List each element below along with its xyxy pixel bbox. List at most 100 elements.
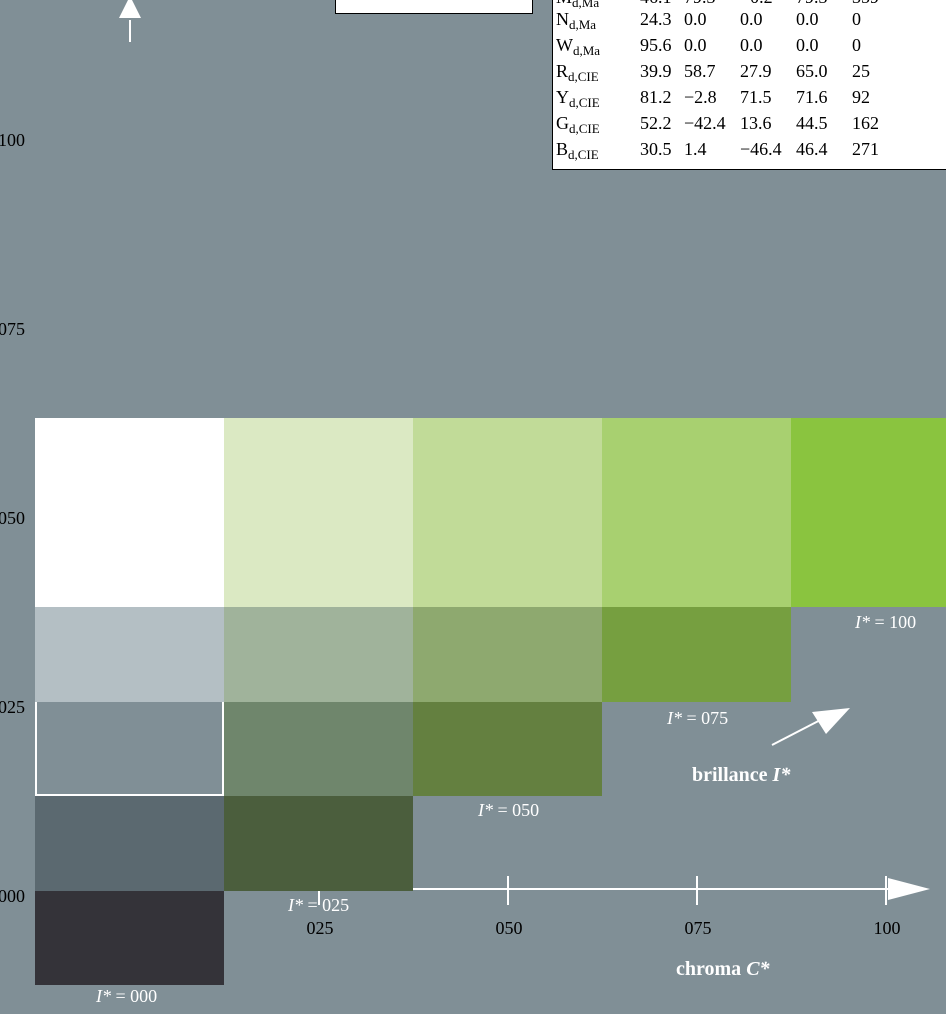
table-row: Yd,CIE 81.2 −2.8 71.5 71.6 92 bbox=[553, 87, 892, 113]
series-label-000: I* = 000 bbox=[96, 986, 157, 1007]
row-subscript: d,CIE bbox=[569, 95, 600, 110]
x-tick-label-025: 025 bbox=[306, 918, 334, 938]
x-axis-title-symbol: C* bbox=[746, 958, 770, 980]
table-cell-a: 0.0 bbox=[684, 9, 707, 29]
row-subscript: d,CIE bbox=[568, 69, 599, 84]
table-cell-C: 65.0 bbox=[796, 61, 828, 81]
color-patch-c000-4 bbox=[35, 418, 224, 607]
table-cell-b: 13.6 bbox=[740, 113, 772, 133]
row-subscript: d,Ma bbox=[573, 43, 601, 58]
brilliance-title: brillance I* bbox=[692, 764, 790, 787]
header-box bbox=[335, 0, 533, 14]
series-label-value: = 000 bbox=[111, 986, 158, 1006]
table-cell-a: −42.4 bbox=[684, 113, 726, 133]
table-cell-b: −46.4 bbox=[740, 139, 782, 159]
series-label-symbol: I* bbox=[855, 612, 870, 632]
y-tick-label-025: 025 bbox=[0, 697, 25, 717]
brilliance-arrow-icon bbox=[812, 708, 850, 734]
series-label-symbol: I* bbox=[96, 986, 111, 1006]
x-tick-label-100: 100 bbox=[873, 918, 901, 938]
table-cell-name: Wd,Ma bbox=[553, 35, 640, 61]
table-row: Bd,CIE 30.5 1.4 −46.4 46.4 271 bbox=[553, 139, 892, 165]
table-cell-b: 0.0 bbox=[740, 35, 763, 55]
row-subscript: d,CIE bbox=[569, 121, 600, 136]
series-label-symbol: I* bbox=[667, 708, 682, 728]
table-cell-L: 81.2 bbox=[640, 87, 672, 107]
table-cell-name: Md,Ma bbox=[553, 0, 640, 9]
table-cell-C: 44.5 bbox=[796, 113, 828, 133]
table-cell-name: Rd,CIE bbox=[553, 61, 640, 87]
series-label-value: = 050 bbox=[493, 800, 540, 820]
series-label-025: I* = 025 bbox=[288, 895, 349, 916]
table-cell-b: 71.5 bbox=[740, 87, 772, 107]
table-cell-a: 79.3 bbox=[684, 0, 740, 9]
x-tick-label-075: 075 bbox=[684, 918, 712, 938]
series-label-value: = 025 bbox=[303, 895, 350, 915]
row-name: G bbox=[556, 113, 569, 133]
table-cell-L: 30.5 bbox=[640, 139, 672, 159]
x-axis-title-text: chroma bbox=[676, 958, 747, 980]
table-cell-h: 25 bbox=[852, 61, 870, 81]
table-cell-h: 92 bbox=[852, 87, 870, 107]
row-subscript: d,Ma bbox=[572, 0, 600, 10]
row-subscript: d,CIE bbox=[568, 147, 599, 162]
y-tick-label-100: 100 bbox=[0, 130, 25, 150]
table-cell-h: 0 bbox=[852, 9, 861, 29]
table-cell-name: Yd,CIE bbox=[553, 87, 640, 113]
x-tick-label-050: 050 bbox=[495, 918, 523, 938]
table-cell-h: 271 bbox=[852, 139, 879, 159]
table-row: Rd,CIE 39.9 58.7 27.9 65.0 25 bbox=[553, 61, 892, 87]
row-subscript: d,Ma bbox=[569, 17, 597, 32]
table-cell-name: Nd,Ma bbox=[553, 9, 640, 35]
row-name: W bbox=[556, 35, 573, 55]
row-name: Y bbox=[556, 87, 569, 107]
table-cell-a: −2.8 bbox=[684, 87, 717, 107]
table-cell-C: 46.4 bbox=[796, 139, 828, 159]
table-cell-a: 58.7 bbox=[684, 61, 716, 81]
y-axis-arrow-icon bbox=[119, 0, 141, 18]
table-cell-L: 39.9 bbox=[640, 61, 672, 81]
data-table: Md,Ma46.179.3−0.279.3359Nd,Ma24.30.00.00… bbox=[553, 0, 892, 165]
table-cell-h: 0 bbox=[852, 35, 861, 55]
row-name: N bbox=[556, 9, 569, 29]
color-data-table: Md,Ma46.179.3−0.279.3359Nd,Ma24.30.00.00… bbox=[552, 0, 946, 170]
color-patch-c100-0 bbox=[791, 418, 946, 607]
series-label-symbol: I* bbox=[288, 895, 303, 915]
table-cell-name: Bd,CIE bbox=[553, 139, 640, 165]
series-label-050: I* = 050 bbox=[478, 800, 539, 821]
brilliance-title-symbol: I* bbox=[772, 764, 791, 786]
table-cell-L: 46.1 bbox=[640, 0, 684, 9]
table-row: Gd,CIE 52.2 −42.4 13.6 44.5 162 bbox=[553, 113, 892, 139]
row-name: B bbox=[556, 139, 569, 159]
table-cell-a: 0.0 bbox=[684, 35, 707, 55]
color-patch-c050-2 bbox=[413, 418, 602, 607]
color-patch-c025-3 bbox=[224, 418, 413, 607]
y-tick-label-000: 000 bbox=[0, 886, 25, 906]
series-label-value: = 075 bbox=[682, 708, 729, 728]
x-axis-arrow-icon bbox=[888, 878, 930, 900]
table-row: Wd,Ma 95.6 0.0 0.0 0.0 0 bbox=[553, 35, 892, 61]
table-cell-b: 0.0 bbox=[740, 9, 763, 29]
y-tick-label-075: 075 bbox=[0, 319, 25, 339]
table-row: Md,Ma46.179.3−0.279.3359 bbox=[553, 0, 892, 9]
table-cell-C: 71.6 bbox=[796, 87, 828, 107]
series-label-symbol: I* bbox=[478, 800, 493, 820]
series-label-075: I* = 075 bbox=[667, 708, 728, 729]
table-cell-C: 0.0 bbox=[796, 9, 819, 29]
table-cell-h: 162 bbox=[852, 113, 879, 133]
table-cell-a: 1.4 bbox=[684, 139, 707, 159]
table-cell-h: 359 bbox=[852, 0, 892, 9]
table-cell-L: 95.6 bbox=[640, 35, 672, 55]
table-cell-L: 52.2 bbox=[640, 113, 672, 133]
y-tick-label-050: 050 bbox=[0, 508, 25, 528]
row-name: R bbox=[556, 61, 569, 81]
table-cell-b: 27.9 bbox=[740, 61, 772, 81]
table-cell-C: 79.3 bbox=[796, 0, 852, 9]
table-cell-C: 0.0 bbox=[796, 35, 819, 55]
table-cell-L: 24.3 bbox=[640, 9, 672, 29]
row-name: M bbox=[556, 0, 572, 7]
x-axis-title: chroma C* bbox=[676, 958, 770, 981]
table-row: Nd,Ma 24.3 0.0 0.0 0.0 0 bbox=[553, 9, 892, 35]
series-label-value: = 100 bbox=[870, 612, 917, 632]
brilliance-title-text: brillance bbox=[692, 764, 773, 786]
